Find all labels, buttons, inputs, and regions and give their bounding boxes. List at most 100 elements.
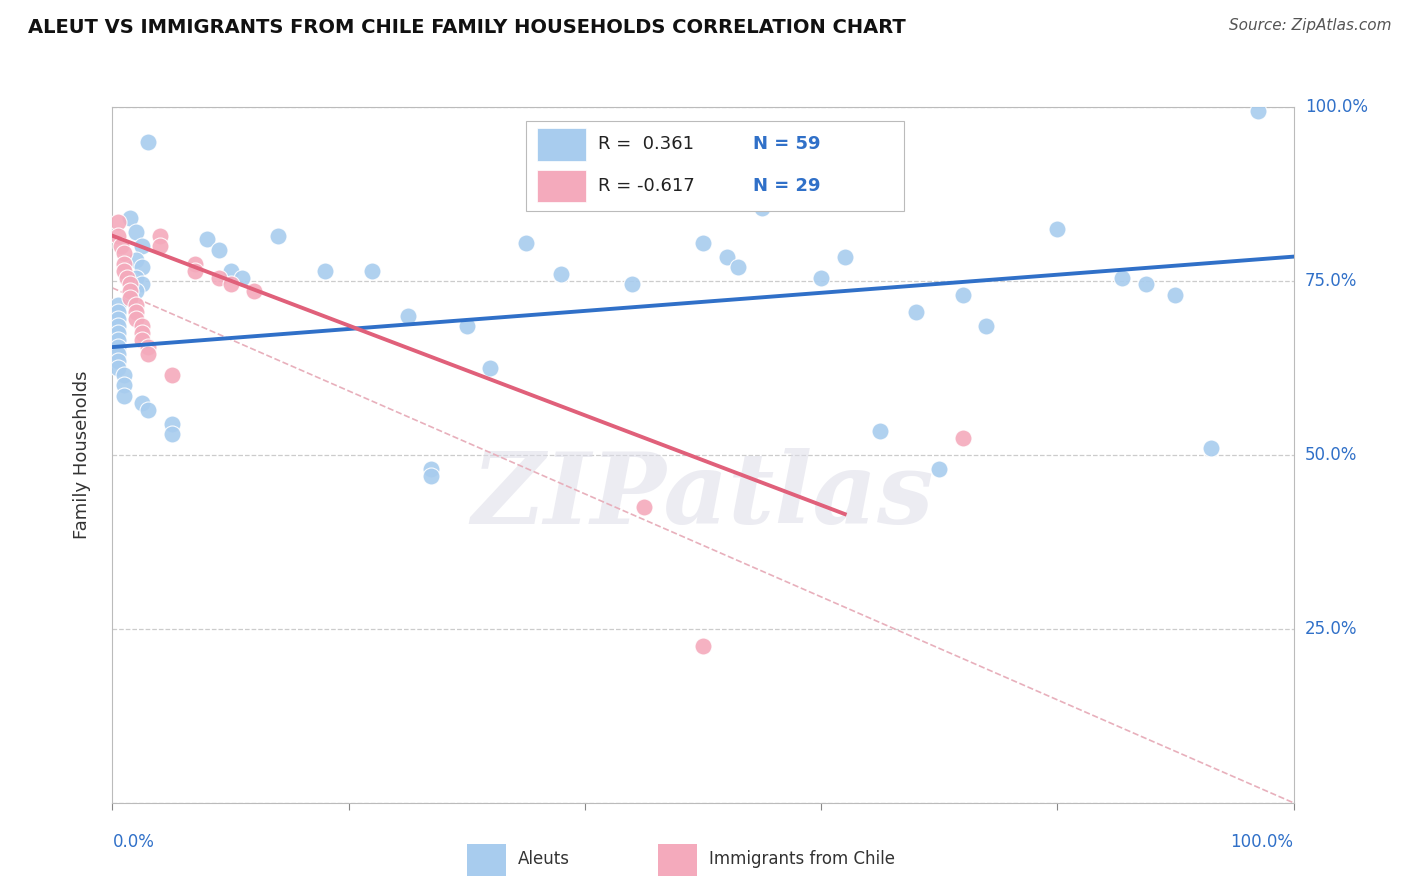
- Text: Aleuts: Aleuts: [517, 849, 569, 868]
- Point: [131, 396, 153, 410]
- Point: [125, 270, 148, 285]
- Point: [1199, 441, 1222, 455]
- Point: [107, 333, 129, 347]
- Y-axis label: Family Households: Family Households: [73, 371, 91, 539]
- Point: [125, 225, 148, 239]
- Point: [131, 333, 153, 347]
- Point: [550, 267, 572, 281]
- Point: [131, 239, 153, 253]
- Point: [131, 319, 153, 334]
- Point: [952, 431, 974, 445]
- Text: Immigrants from Chile: Immigrants from Chile: [709, 849, 894, 868]
- Point: [107, 215, 129, 229]
- Point: [184, 256, 207, 270]
- Text: 25.0%: 25.0%: [1305, 620, 1357, 638]
- Point: [1164, 288, 1187, 302]
- Point: [1046, 222, 1069, 236]
- Text: ZIPatlas: ZIPatlas: [472, 449, 934, 545]
- Point: [1135, 277, 1157, 292]
- Point: [136, 347, 159, 361]
- Text: 100.0%: 100.0%: [1230, 833, 1294, 851]
- Point: [112, 256, 135, 270]
- Point: [136, 402, 159, 417]
- Point: [160, 417, 183, 431]
- Point: [208, 243, 231, 257]
- Point: [479, 360, 502, 375]
- Text: 100.0%: 100.0%: [1305, 98, 1368, 116]
- Point: [716, 250, 738, 264]
- Point: [231, 270, 253, 285]
- Point: [195, 232, 218, 246]
- Point: [120, 291, 142, 305]
- Point: [107, 319, 129, 334]
- Point: [107, 354, 129, 368]
- Point: [208, 270, 231, 285]
- Point: [1247, 103, 1270, 118]
- Text: 50.0%: 50.0%: [1305, 446, 1357, 464]
- Point: [928, 462, 950, 476]
- Text: 0.0%: 0.0%: [112, 833, 155, 851]
- Point: [621, 277, 644, 292]
- Point: [810, 270, 832, 285]
- Point: [112, 378, 135, 392]
- Point: [1111, 270, 1133, 285]
- Bar: [467, 844, 506, 876]
- Point: [314, 263, 336, 277]
- Point: [131, 277, 153, 292]
- Point: [125, 298, 148, 312]
- Point: [160, 368, 183, 382]
- Bar: [658, 844, 697, 876]
- Point: [125, 285, 148, 299]
- Text: Source: ZipAtlas.com: Source: ZipAtlas.com: [1229, 18, 1392, 33]
- Point: [149, 239, 172, 253]
- Point: [136, 135, 159, 149]
- Point: [136, 340, 159, 354]
- Point: [149, 228, 172, 243]
- Point: [869, 424, 891, 438]
- Point: [456, 319, 478, 334]
- Point: [219, 277, 242, 292]
- Text: ALEUT VS IMMIGRANTS FROM CHILE FAMILY HOUSEHOLDS CORRELATION CHART: ALEUT VS IMMIGRANTS FROM CHILE FAMILY HO…: [28, 18, 905, 37]
- Point: [420, 468, 443, 483]
- Text: 75.0%: 75.0%: [1305, 272, 1357, 290]
- Point: [420, 462, 443, 476]
- Point: [107, 312, 129, 326]
- Point: [515, 235, 537, 250]
- Point: [125, 305, 148, 319]
- Point: [107, 305, 129, 319]
- Point: [107, 340, 129, 354]
- Point: [120, 285, 142, 299]
- Point: [692, 639, 714, 653]
- Point: [115, 270, 138, 285]
- Point: [125, 312, 148, 326]
- Point: [107, 360, 129, 375]
- Point: [112, 389, 135, 403]
- Point: [727, 260, 749, 274]
- Point: [219, 263, 242, 277]
- Point: [361, 263, 384, 277]
- Point: [976, 319, 998, 334]
- Point: [107, 228, 129, 243]
- Point: [692, 235, 714, 250]
- Point: [107, 347, 129, 361]
- Point: [120, 211, 142, 226]
- Point: [834, 250, 856, 264]
- Point: [160, 427, 183, 442]
- Point: [396, 309, 419, 323]
- Point: [131, 326, 153, 340]
- Point: [952, 288, 974, 302]
- Point: [131, 260, 153, 274]
- Point: [267, 228, 290, 243]
- Point: [107, 326, 129, 340]
- Point: [751, 201, 773, 215]
- Point: [120, 277, 142, 292]
- Point: [243, 285, 266, 299]
- Point: [125, 253, 148, 268]
- Point: [112, 263, 135, 277]
- Point: [107, 298, 129, 312]
- Point: [633, 500, 655, 514]
- Point: [112, 368, 135, 382]
- Point: [112, 246, 135, 260]
- Point: [184, 263, 207, 277]
- Point: [904, 305, 927, 319]
